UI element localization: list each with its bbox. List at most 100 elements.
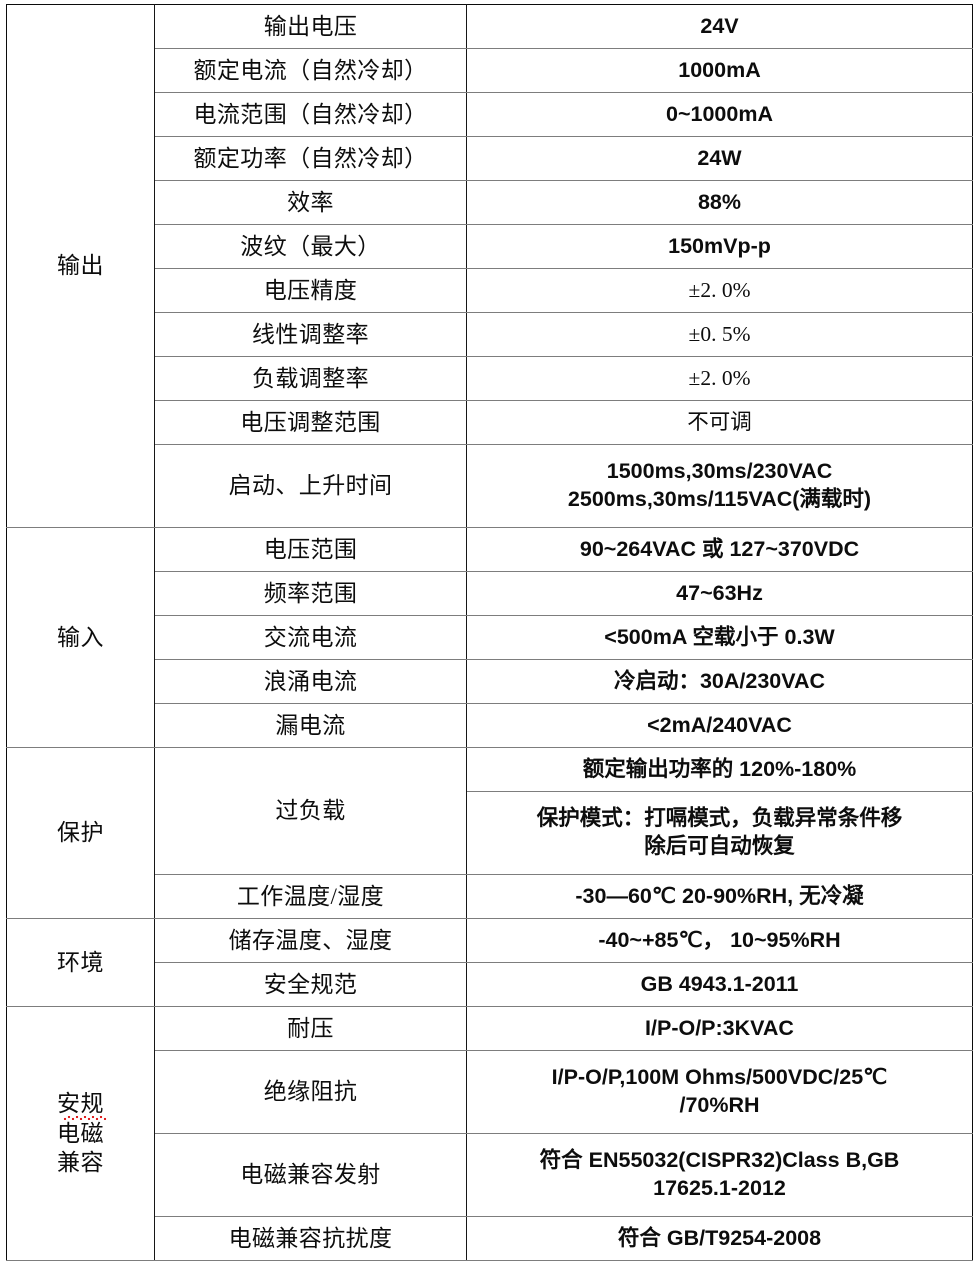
value-line: 17625.1-2012	[653, 1176, 786, 1200]
category-cell-5: 安规 电磁 兼容	[6, 1006, 155, 1261]
table-row: 保护模式：打嗝模式，负载异常条件移 除后可自动恢复	[7, 791, 973, 875]
value-cell: 24V	[466, 4, 973, 49]
parameter-cell: 启动、上升时间	[154, 444, 467, 528]
table-row: 工作温度/湿度 -30—60℃ 20-90%RH, 无冷凝	[7, 874, 973, 919]
parameter-cell: 安全规范	[154, 962, 467, 1007]
value-cell: 150mVp-p	[466, 224, 973, 269]
parameter-cell: 线性调整率	[154, 312, 467, 357]
value-cell: <2mA/240VAC	[466, 703, 973, 748]
specification-sheet: 输出 输出电压 24V 额定电流（自然冷却） 1000mA 电流范围（自然冷却） 0~100…	[6, 4, 973, 1261]
parameter-cell: 电压精度	[154, 268, 467, 313]
value-line: 150mVp-p	[668, 233, 771, 258]
value-line: I/P-O/P,100M Ohms/500VDC/25℃	[551, 1065, 888, 1090]
value-line: 1000mA	[678, 57, 761, 82]
table-row: 波纹（最大） 150mVp-p	[7, 224, 973, 269]
value-line: 24W	[697, 145, 742, 170]
value-line: 2500ms,30ms/115VAC(满载时)	[567, 487, 872, 511]
value-line: 90~264VAC 或 127~370VDC	[579, 536, 860, 561]
table-row: 环境 储存温度、湿度 -40~+85℃， 10~95%RH	[6, 918, 973, 1007]
value-cell: ±0. 5%	[466, 312, 973, 357]
value-line: 0~1000mA	[666, 101, 773, 126]
category-cell-1: 输出	[6, 4, 155, 528]
value-cell: 冷启动：30A/230VAC	[466, 659, 973, 704]
value-cell: 不可调	[466, 400, 973, 445]
value-cell: -30—60℃ 20-90%RH, 无冷凝	[466, 874, 973, 919]
parameter-cell: 过负载	[154, 747, 467, 875]
table-row: 保护 过负载 额定输出功率的 120%-180%	[6, 747, 973, 919]
table-row: 线性调整率 ±0. 5%	[7, 312, 973, 357]
value-line: /70%RH	[679, 1093, 760, 1117]
specification-table: 输出 输出电压 24V 额定电流（自然冷却） 1000mA 电流范围（自然冷却） 0~100…	[6, 4, 973, 1261]
value-cell: 24W	[466, 136, 973, 181]
value-cell: 0~1000mA	[466, 92, 973, 137]
value-cell: 1500ms,30ms/230VAC 2500ms,30ms/115VAC(满载时…	[466, 444, 973, 528]
parameter-cell: 电压范围	[154, 527, 467, 572]
value-line: 除后可自动恢复	[644, 834, 795, 858]
value-cell: I/P-O/P:3KVAC	[466, 1006, 973, 1051]
table-row: 浪涌电流 冷启动：30A/230VAC	[7, 659, 973, 704]
table-row: 电压精度 ±2. 0%	[7, 268, 973, 313]
value-line: GB 4943.1-2011	[640, 971, 799, 996]
parameter-cell: 电流范围（自然冷却）	[154, 92, 467, 137]
parameter-cell: 漏电流	[154, 703, 467, 748]
spellcheck-underline: 安规	[57, 1089, 108, 1120]
value-line: 保护模式：打嗝模式，负载异常条件移	[536, 806, 903, 831]
table-row: 额定电流（自然冷却） 1000mA	[7, 48, 973, 93]
value-line: -30—60℃ 20-90%RH, 无冷凝	[575, 883, 864, 908]
value-cell: <500mA 空载小于 0.3W	[466, 615, 973, 660]
parameter-cell: 波纹（最大）	[154, 224, 467, 269]
value-line: 冷启动：30A/230VAC	[613, 668, 826, 693]
value-cell: 47~63Hz	[466, 571, 973, 616]
category-label-line: 保护	[57, 819, 104, 846]
category-label-line: 输入	[57, 623, 104, 650]
parameter-cell: 绝缘阻抗	[154, 1050, 467, 1134]
category-cell-4: 环境	[6, 918, 155, 1007]
parameter-cell: 效率	[154, 180, 467, 225]
value-cell: 符合 GB/T9254-2008	[466, 1216, 973, 1261]
value-cell: 符合 EN55032(CISPR32)Class B,GB 17625.1-201…	[466, 1133, 973, 1217]
specification-table-body: 输出 输出电压 24V 额定电流（自然冷却） 1000mA 电流范围（自然冷却） 0~100…	[6, 4, 973, 1261]
value-cell: -40~+85℃， 10~95%RH	[466, 918, 973, 963]
value-line: <2mA/240VAC	[647, 712, 792, 737]
value-cell: 88%	[466, 180, 973, 225]
category-label-line: 安规	[7, 1089, 154, 1120]
value-line: 47~63Hz	[676, 580, 763, 605]
category-label-line: 环境	[57, 948, 104, 975]
table-row: 额定功率（自然冷却） 24W	[7, 136, 973, 181]
category-cell-3: 保护	[6, 747, 155, 919]
value-cell: 额定输出功率的 120%-180%	[466, 747, 973, 792]
value-line: 88%	[697, 189, 742, 214]
parameter-cell: 工作温度/湿度	[154, 874, 467, 919]
table-row: 安规 电磁 兼容 耐压 I/P-O/P:3KVAC	[6, 1006, 973, 1261]
value-line: ±0. 5%	[688, 321, 751, 346]
value-line: -40~+85℃， 10~95%RH	[598, 927, 841, 952]
parameter-cell: 负载调整率	[154, 356, 467, 401]
value-line: ±2. 0%	[688, 277, 751, 302]
parameter-cell: 耐压	[154, 1006, 467, 1051]
value-cell: ±2. 0%	[466, 356, 973, 401]
parameter-cell: 交流电流	[154, 615, 467, 660]
parameter-cell: 额定功率（自然冷却）	[154, 136, 467, 181]
value-cell: 1000mA	[466, 48, 973, 93]
table-row: 效率 88%	[7, 180, 973, 225]
parameter-cell: 储存温度、湿度	[154, 918, 467, 963]
table-row: 漏电流 <2mA/240VAC	[7, 703, 973, 748]
value-cell: 90~264VAC 或 127~370VDC	[466, 527, 973, 572]
parameter-cell: 频率范围	[154, 571, 467, 616]
value-line: 24V	[700, 13, 739, 38]
parameter-cell: 额定电流（自然冷却）	[154, 48, 467, 93]
value-line: 1500ms,30ms/230VAC	[606, 459, 833, 484]
table-row: 负载调整率 ±2. 0%	[7, 356, 973, 401]
table-row: 输入 电压范围 90~264VAC 或 127~370VDC	[6, 527, 973, 748]
table-row: 启动、上升时间 1500ms,30ms/230VAC 2500ms,30ms/115…	[7, 444, 973, 528]
value-cell: ±2. 0%	[466, 268, 973, 313]
value-cell: I/P-O/P,100M Ohms/500VDC/25℃ /70%RH	[466, 1050, 973, 1134]
category-label-line: 电磁	[57, 1119, 104, 1146]
parameter-cell: 电磁兼容抗扰度	[154, 1216, 467, 1261]
category-label-line: 兼容	[57, 1149, 104, 1176]
parameter-cell: 电压调整范围	[154, 400, 467, 445]
table-row: 绝缘阻抗 I/P-O/P,100M Ohms/500VDC/25℃ /70%RH	[7, 1050, 973, 1134]
value-line: 不可调	[687, 409, 752, 434]
value-cell: 保护模式：打嗝模式，负载异常条件移 除后可自动恢复	[466, 791, 973, 875]
value-line: ±2. 0%	[688, 365, 751, 390]
